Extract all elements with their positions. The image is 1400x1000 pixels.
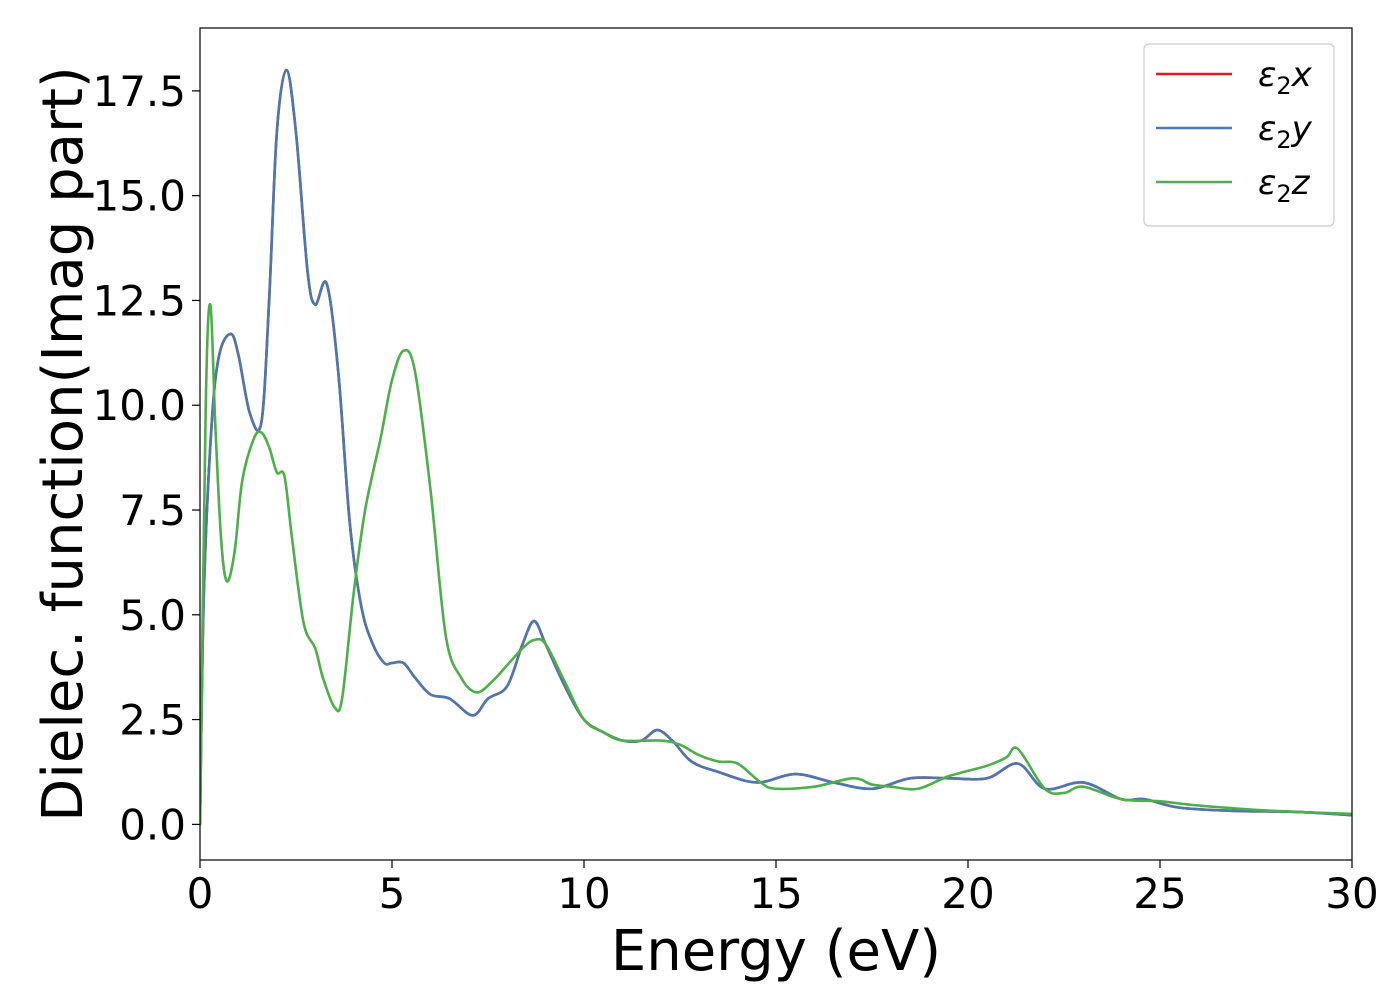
legend: ε2x ε2y ε2z (1143, 43, 1335, 227)
y-tick-label: 17.5 (92, 67, 186, 116)
x-tick-label: 15 (749, 869, 802, 918)
x-tick-label: 20 (941, 869, 994, 918)
series-line-z (200, 302, 1352, 826)
x-tick-label: 10 (557, 869, 610, 918)
y-tick-label: 0.0 (119, 800, 186, 849)
y-tick-label: 5.0 (119, 591, 186, 640)
y-tick-label: 12.5 (92, 276, 186, 325)
x-axis-label: Energy (eV) (611, 919, 941, 984)
legend-label-z: ε2z (1258, 163, 1311, 208)
x-axis-ticks: 0 5 10 15 20 25 30 (187, 860, 1379, 918)
y-tick-label: 10.0 (92, 381, 186, 430)
series-line-y (200, 68, 1352, 826)
legend-label-y: ε2y (1258, 109, 1313, 154)
y-axis-ticks: 0.0 2.5 5.0 7.5 10.0 12.5 15.0 17.5 (92, 67, 200, 849)
y-tick-label: 2.5 (119, 696, 186, 745)
plot-content (200, 68, 1352, 826)
y-axis-label: Dielec. function(Imag part) (31, 66, 96, 822)
legend-box (1143, 43, 1335, 227)
x-tick-label: 5 (379, 869, 406, 918)
x-tick-label: 25 (1133, 869, 1186, 918)
x-tick-label: 30 (1325, 869, 1378, 918)
y-tick-label: 7.5 (119, 486, 186, 535)
legend-label-x: ε2x (1258, 55, 1313, 100)
x-tick-label: 0 (187, 869, 214, 918)
y-tick-label: 15.0 (92, 172, 186, 221)
